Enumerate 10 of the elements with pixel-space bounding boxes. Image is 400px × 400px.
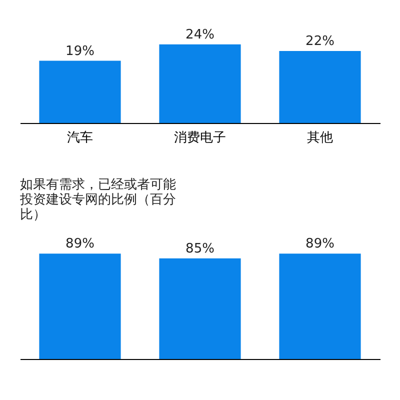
- x-tick-label: 汽车: [67, 130, 93, 146]
- x-tick-label: 其他: [307, 130, 333, 146]
- data-label: 85%: [186, 241, 214, 256]
- x-tick-label: 消费电子: [174, 130, 226, 146]
- data-label: 24%: [186, 27, 214, 42]
- data-label: 22%: [306, 34, 334, 49]
- data-label: 19%: [66, 44, 94, 59]
- data-label: 89%: [306, 236, 334, 252]
- data-label: 89%: [66, 236, 94, 252]
- chart-title: 如果有需求，已经或者可能投资建设专网的比例（百分比）: [19, 178, 176, 223]
